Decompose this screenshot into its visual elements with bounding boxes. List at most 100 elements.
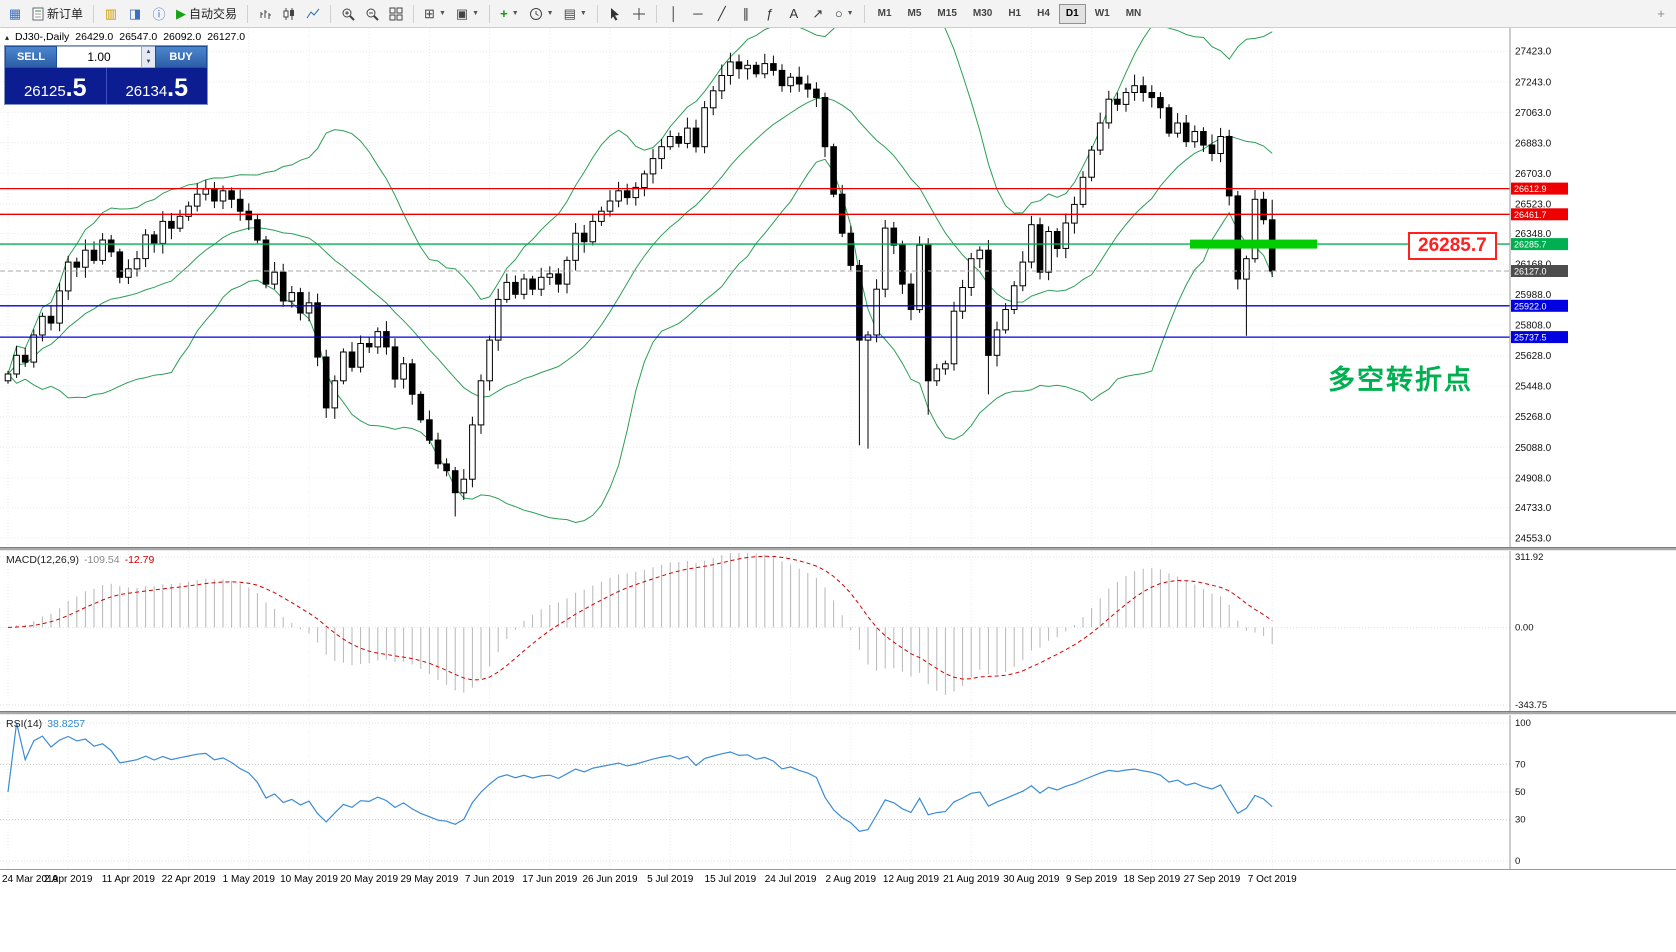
templates-icon: ▤ — [563, 5, 576, 21]
autotrading-button[interactable]: ▶ 自动交易 — [172, 3, 241, 25]
sell-button[interactable]: SELL — [5, 46, 57, 68]
cursor-icon — [610, 7, 619, 20]
rsi-tick-label: 0 — [1515, 856, 1520, 867]
buy-price-value: 26134 — [125, 83, 168, 100]
zoom-out-icon — [366, 8, 379, 21]
timeframe-m1[interactable]: M1 — [877, 8, 892, 19]
templates-button[interactable]: ▤ ▼ — [560, 3, 591, 25]
periods-button[interactable]: ▼ — [525, 3, 558, 25]
candlestick-chart-button[interactable] — [278, 3, 300, 25]
shapes-icon: ○ — [834, 6, 843, 21]
time-axis[interactable]: 24 Mar 2019 2 Apr 2019 11 Apr 2019 22 Apr 2… — [0, 869, 1676, 891]
price-tag — [1511, 238, 1568, 251]
text-label-icon: A — [789, 6, 799, 21]
crosshair-button[interactable] — [628, 3, 650, 25]
volume-up-button[interactable]: ▲ — [142, 47, 155, 57]
new-order-button[interactable]: 新订单 — [28, 3, 87, 25]
indicators-button[interactable]: + ▼ — [496, 3, 523, 25]
zoom-out-button[interactable] — [361, 3, 383, 25]
price-tag-label: 26612.9 — [1514, 184, 1547, 194]
fibonacci-icon: ƒ — [766, 6, 774, 21]
date-label: 1 May 2019 — [222, 874, 275, 885]
macd-tick-label: -343.75 — [1515, 700, 1547, 711]
date-label: 5 Jul 2019 — [647, 874, 694, 885]
timeframe-m30[interactable]: M30 — [972, 8, 993, 19]
price-tag-label: 26285.7 — [1514, 240, 1547, 250]
price-tick-label: 24553.0 — [1515, 534, 1552, 545]
chart-text-annotation[interactable]: 多空转折点 — [1328, 365, 1473, 395]
trendline-icon: ╱ — [717, 5, 726, 21]
profiles-button[interactable]: ▣ ▼ — [452, 3, 483, 25]
channel-button[interactable]: ∥ — [735, 3, 757, 25]
toolbar-separator — [863, 4, 865, 23]
dropdown-arrow-icon: ▼ — [546, 10, 554, 17]
rsi-value: 38.8257 — [47, 718, 86, 730]
rsi-panel[interactable]: 100 70 50 30 0 — [0, 715, 1676, 869]
panel-resize-handle[interactable] — [0, 711, 1676, 715]
timeframe-m15[interactable]: M15 — [937, 8, 957, 19]
collapse-icon[interactable]: ▴ — [5, 32, 10, 42]
bollinger-bands — [7, 28, 1273, 524]
highlight-band[interactable] — [1190, 239, 1317, 249]
volume-down-button[interactable]: ▼ — [142, 57, 155, 67]
price-tick-label: 27243.0 — [1515, 77, 1552, 88]
macd-panel[interactable]: 311.92 0.00 -343.75 — [0, 551, 1676, 711]
price-tag — [1511, 299, 1568, 312]
chart-ohlc-header: ▴ DJ30-,Daily 26429.0 26547.0 26092.0 26… — [5, 31, 245, 43]
more-button[interactable]: + — [1650, 3, 1672, 25]
crosshair-icon — [632, 7, 645, 20]
date-label: 12 Aug 2019 — [882, 874, 940, 885]
price-tag-label: 26461.7 — [1514, 210, 1547, 220]
navigator-button[interactable]: ⓘ — [148, 3, 170, 25]
date-label: 24 Jul 2019 — [764, 874, 817, 885]
trendline-button[interactable]: ╱ — [711, 3, 733, 25]
timeframe-mn[interactable]: MN — [1125, 8, 1142, 19]
toolbar-separator — [247, 4, 249, 23]
buy-price-button[interactable]: 26134.5 — [125, 74, 189, 102]
toolbar-separator — [330, 4, 332, 23]
open-value: 26429.0 — [75, 31, 114, 43]
app-icon: ▦ — [8, 5, 22, 21]
panel-resize-handle[interactable] — [0, 547, 1676, 551]
buy-button[interactable]: BUY — [155, 46, 207, 68]
app-button[interactable]: ▦ — [4, 3, 26, 25]
macd-histogram — [16, 553, 1273, 695]
timeframe-w1[interactable]: W1 — [1094, 8, 1110, 19]
dropdown-arrow-icon: ▼ — [579, 10, 587, 17]
text-label-button[interactable]: A — [783, 3, 805, 25]
data-window-button[interactable]: ◨ — [124, 3, 146, 25]
new-chart-button[interactable]: ⊞ ▼ — [420, 3, 450, 25]
zoom-in-button[interactable] — [337, 3, 359, 25]
candlestick-chart-icon — [283, 7, 295, 20]
timeframe-h1[interactable]: H1 — [1008, 8, 1022, 19]
one-click-trading-panel: SELL 1.00 ▲ ▼ BUY 26125.5 26134.5 — [4, 45, 208, 105]
vertical-line-button[interactable]: │ — [663, 3, 685, 25]
horizontal-line-button[interactable]: ─ — [687, 3, 709, 25]
fibonacci-button[interactable]: ƒ — [759, 3, 781, 25]
rsi-tick-label: 50 — [1515, 787, 1526, 798]
timeframe-d1[interactable]: D1 — [1058, 3, 1086, 24]
macd-main-value: -109.54 — [83, 554, 120, 566]
main-price-chart[interactable]: 27423.0 27243.0 27063.0 26883.0 26703.0 26523… — [0, 28, 1676, 547]
bar-chart-button[interactable] — [254, 3, 276, 25]
dropdown-arrow-icon: ▼ — [846, 10, 854, 17]
sell-price-button[interactable]: 26125.5 — [23, 74, 87, 102]
tile-windows-button[interactable] — [385, 3, 407, 25]
arrows-icon: ↗ — [812, 5, 824, 21]
market-watch-button[interactable]: ▥ — [100, 3, 122, 25]
date-label: 11 Apr 2019 — [101, 874, 155, 885]
timeframe-h4[interactable]: H4 — [1037, 8, 1050, 19]
macd-tick-label: 311.92 — [1515, 552, 1543, 563]
sell-price-value: 26125 — [23, 83, 66, 100]
price-callout-box[interactable]: 26285.7 — [1408, 232, 1497, 260]
new-chart-icon: ⊞ — [424, 5, 435, 21]
cursor-button[interactable] — [604, 3, 626, 25]
timeframe-m5[interactable]: M5 — [907, 8, 922, 19]
toolbar-separator — [489, 4, 491, 23]
arrows-button[interactable]: ↗ — [807, 3, 829, 25]
rsi-tick-label: 30 — [1515, 815, 1526, 826]
shapes-button[interactable]: ○ ▼ — [831, 3, 858, 25]
volume-input[interactable]: 1.00 — [87, 50, 111, 64]
new-order-label: 新订单 — [47, 7, 84, 21]
line-chart-button[interactable] — [302, 3, 324, 25]
